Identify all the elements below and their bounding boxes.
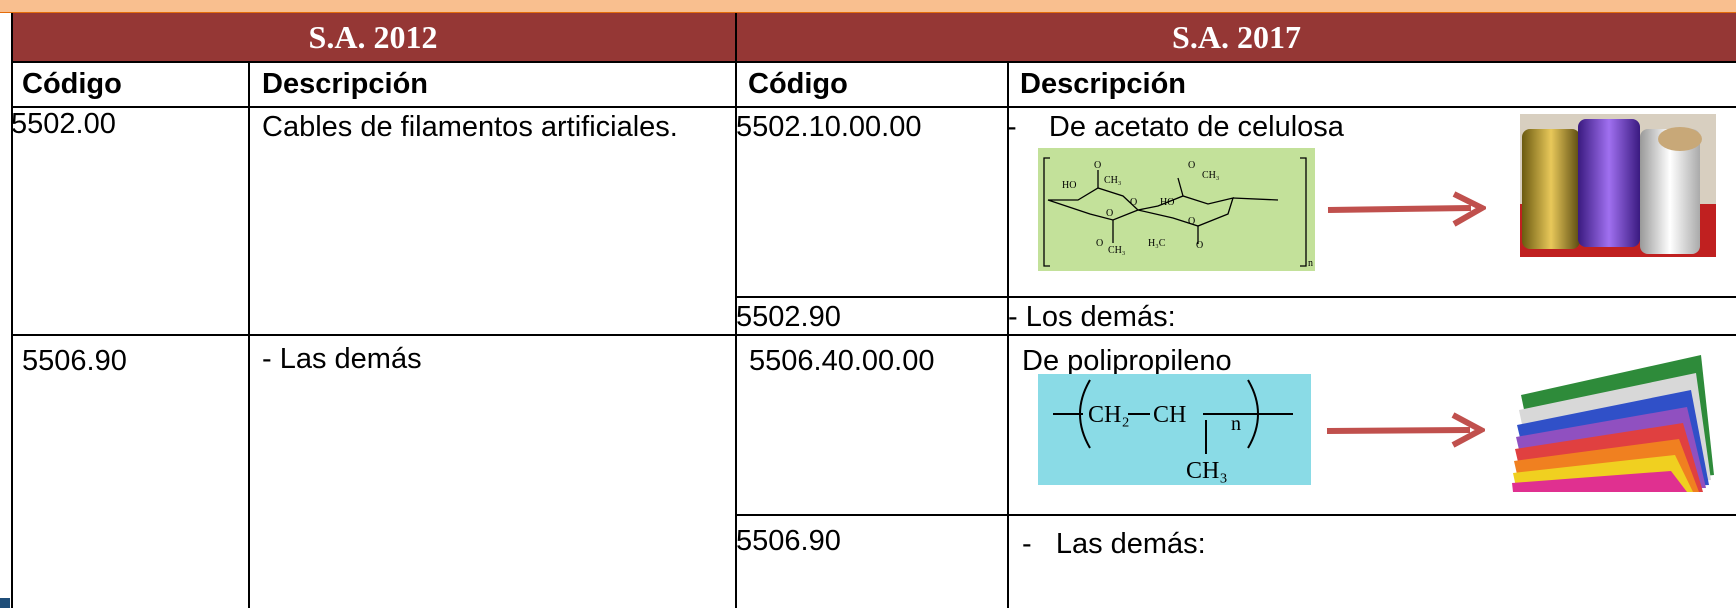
desc: - Los demás:: [1008, 301, 1176, 333]
formula-label: CH₃: [1108, 245, 1125, 256]
desc: - Las demás: [262, 343, 422, 375]
border: [11, 61, 1736, 63]
border: [11, 13, 13, 608]
polypropylene-structure: CH₂ CH n CH₃: [1038, 374, 1311, 485]
code: 5502.10.00.00: [736, 111, 922, 143]
code: 5506.40.00.00: [749, 345, 935, 377]
desc: - Las demás:: [1022, 528, 1206, 560]
formula-label: HO: [1062, 180, 1076, 191]
desc: - De acetato de celulosa: [1007, 111, 1344, 143]
top-bar: [0, 0, 1736, 13]
formula-label: CH: [1153, 402, 1186, 428]
col-header: Descripción: [262, 68, 428, 100]
sheets-photo: [1512, 355, 1714, 492]
formula-label: n: [1231, 413, 1241, 435]
header-2017: S.A. 2017: [737, 13, 1736, 61]
col-header: Código: [22, 68, 122, 100]
col-header: Código: [748, 68, 848, 100]
formula-label: O: [1094, 160, 1101, 171]
arrow: [1327, 191, 1486, 227]
formula-label: O: [1096, 238, 1103, 249]
formula-label: n: [1308, 258, 1313, 269]
border: [735, 13, 737, 608]
spools-photo: [1520, 114, 1716, 257]
code: 5502.90: [736, 301, 841, 333]
desc: De polipropileno: [1022, 345, 1232, 377]
header-2012: S.A. 2012: [11, 13, 735, 61]
formula-label: O: [1130, 197, 1137, 208]
border: [735, 296, 1736, 298]
formula-label: O: [1106, 208, 1113, 219]
formula-label: CH₂: [1088, 402, 1130, 428]
arrow: [1326, 412, 1485, 448]
border: [11, 334, 1736, 336]
formula-label: CH₃: [1186, 458, 1228, 484]
desc: Cables de filamentos artificiales.: [262, 111, 678, 143]
corner: [0, 598, 10, 608]
code: 5506.90: [736, 525, 841, 557]
formula-label: CH₃: [1104, 175, 1121, 186]
formula-label: H₃C: [1148, 238, 1166, 249]
formula-label: CH₃: [1202, 170, 1219, 181]
col-header: Descripción: [1020, 68, 1186, 100]
code: 5506.90: [22, 345, 127, 377]
border: [735, 514, 1736, 516]
code: 5502.00: [11, 108, 116, 140]
formula-label: O: [1188, 160, 1195, 171]
border: [11, 106, 1736, 108]
formula-label: O: [1196, 240, 1203, 251]
formula-label: O: [1188, 216, 1195, 227]
formula-label: HO: [1160, 197, 1174, 208]
